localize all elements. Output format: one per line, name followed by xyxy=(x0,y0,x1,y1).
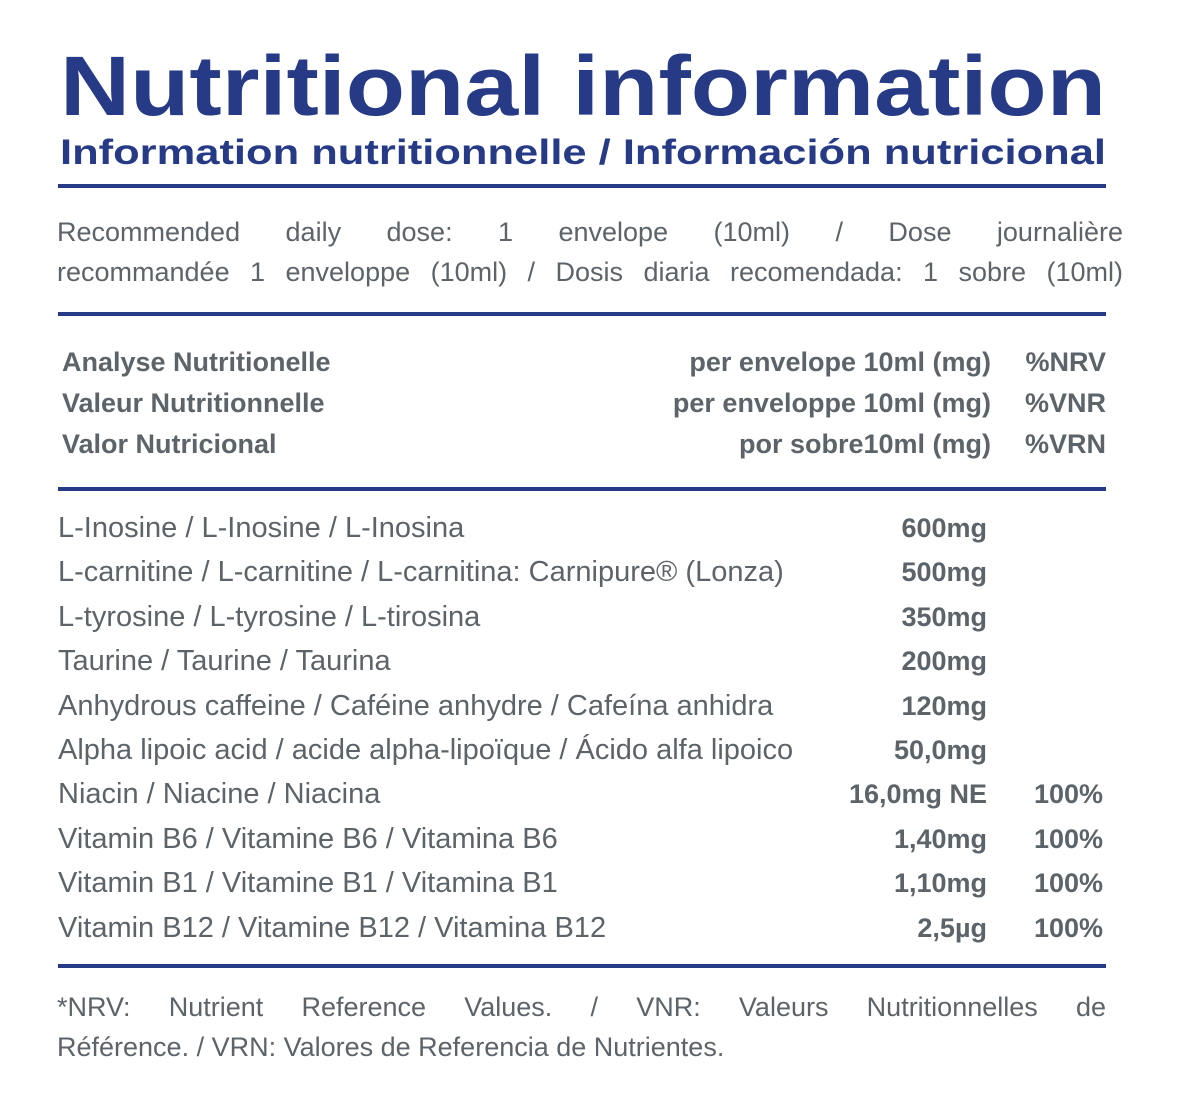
header-row: Valeur Nutritionnelle per enveloppe 10ml … xyxy=(62,383,1106,424)
nutrient-name: Vitamin B6 / Vitamine B6 / Vitamina B6 xyxy=(58,822,558,855)
nutrient-name: Taurine / Taurine / Taurina xyxy=(58,645,391,678)
table-row: Vitamin B12 / Vitamine B12 / Vitamina B1… xyxy=(58,906,1103,950)
nutrient-name: Anhydrous caffeine / Caféine anhydre / C… xyxy=(58,689,774,722)
table-row: L-tyrosine / L-tyrosine / L-tirosina 350m… xyxy=(58,595,1103,639)
header-nrv: %VNR xyxy=(1024,388,1106,418)
page-title: Nutritional information xyxy=(60,39,1106,133)
table-row: Vitamin B6 / Vitamine B6 / Vitamina B6 1,… xyxy=(58,817,1103,861)
table-row: Anhydrous caffeine / Caféine anhydre / C… xyxy=(58,684,1103,728)
nutrient-amount: 120mg xyxy=(901,690,987,721)
page-subtitle: Information nutritionnelle / Información… xyxy=(60,133,1106,172)
nutrient-amount: 200mg xyxy=(901,646,987,677)
nutrient-name: Vitamin B1 / Vitamine B1 / Vitamina B1 xyxy=(58,867,558,900)
nutrient-name: Niacin / Niacine / Niacina xyxy=(58,778,381,811)
dose-line: recommandée 1 enveloppe (10ml) / Dosis d… xyxy=(57,257,1123,287)
divider xyxy=(58,487,1106,491)
header-nrv: %NRV xyxy=(1025,347,1106,377)
nutrient-name: L-Inosine / L-Inosine / L-Inosina xyxy=(58,512,465,544)
footnote: *NRV: Nutrient Reference Values. / VNR: … xyxy=(57,987,1106,1067)
nutrient-name: Alpha lipoic acid / acide alpha-lipoïque… xyxy=(58,734,794,766)
header-label: Valor Nutricional xyxy=(62,429,277,459)
nutrient-amount: 2,5µg xyxy=(917,912,987,943)
nutrient-amount: 1,10mg xyxy=(893,868,987,899)
nutrient-name: L-tyrosine / L-tyrosine / L-tirosina xyxy=(58,600,481,633)
recommended-dose: Recommended daily dose: 1 envelope (10ml… xyxy=(57,212,1123,292)
table-row: Alpha lipoic acid / acide alpha-lipoïque… xyxy=(58,728,1103,772)
table-row: L-carnitine / L-carnitine / L-carnitina:… xyxy=(58,550,1103,594)
nutrient-nrv: 100% xyxy=(1033,823,1103,854)
header-amount: per envelope 10ml (mg) xyxy=(689,347,991,377)
header-label: Valeur Nutritionnelle xyxy=(62,388,325,418)
divider xyxy=(58,964,1106,968)
table-row: Vitamin B1 / Vitamine B1 / Vitamina B1 1,… xyxy=(58,861,1103,905)
nutrient-amount: 50,0mg xyxy=(893,735,987,765)
nutrient-amount: 500mg xyxy=(901,557,987,588)
table-row: Taurine / Taurine / Taurina 200mg xyxy=(58,639,1103,683)
dose-line: Recommended daily dose: 1 envelope (10ml… xyxy=(57,217,1123,247)
title-block: Nutritional information Information nutr… xyxy=(60,39,1106,172)
nutrient-name: Vitamin B12 / Vitamine B12 / Vitamina B1… xyxy=(58,911,607,944)
header-amount: per enveloppe 10ml (mg) xyxy=(672,388,991,418)
table-row: L-Inosine / L-Inosine / L-Inosina 600mg xyxy=(58,506,1103,550)
header-label: Analyse Nutritionelle xyxy=(62,347,331,377)
header-amount: por sobre10ml (mg) xyxy=(738,429,991,459)
header-row: Valor Nutricional por sobre10ml (mg) %VRN xyxy=(62,424,1106,465)
nutrient-amount: 600mg xyxy=(901,513,987,543)
nutrient-amount: 16,0mg NE xyxy=(848,779,987,810)
header-row: Analyse Nutritionelle per envelope 10ml (… xyxy=(62,342,1106,383)
table-row: Niacin / Niacine / Niacina 16,0mg NE 100% xyxy=(58,772,1103,816)
divider xyxy=(58,312,1106,316)
footnote-line: *NRV: Nutrient Reference Values. / VNR: … xyxy=(57,992,1106,1022)
footnote-line: Référence. / VRN: Valores de Referencia … xyxy=(57,1032,725,1062)
nutrient-nrv: 100% xyxy=(1033,912,1103,943)
nutrient-amount: 1,40mg xyxy=(893,823,987,854)
nutrient-name: L-carnitine / L-carnitine / L-carnitina:… xyxy=(58,556,784,589)
nutrient-nrv: 100% xyxy=(1033,868,1103,899)
divider xyxy=(58,184,1106,188)
nutrient-nrv: 100% xyxy=(1033,779,1103,810)
nutrient-amount: 350mg xyxy=(901,601,987,632)
header-nrv: %VRN xyxy=(1024,429,1106,459)
